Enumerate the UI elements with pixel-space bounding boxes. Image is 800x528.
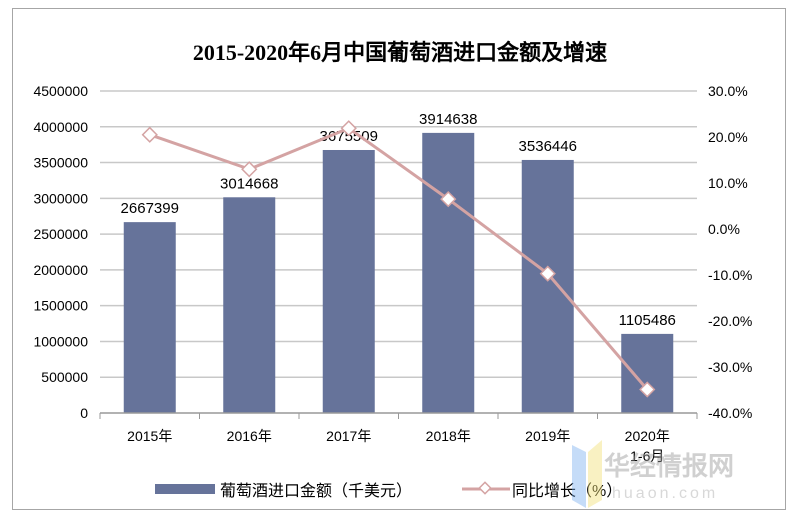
y-right-tick-label: -30.0%: [708, 359, 752, 375]
y-right-tick-label: 30.0%: [708, 83, 748, 99]
bar-data-label: 3914638: [419, 111, 477, 128]
x-tick-label: 1-6月: [630, 448, 664, 464]
growth-line: [149, 126, 649, 391]
y-right-tick-label: 20.0%: [708, 129, 748, 145]
y-right-tick-label: 10.0%: [708, 175, 748, 191]
bar: [123, 222, 176, 413]
y-left-tick-label: 4500000: [33, 83, 88, 99]
x-tick-label: 2020年: [625, 428, 670, 444]
y-left-tick-label: 4000000: [33, 119, 88, 135]
growth-point: [639, 381, 656, 398]
chart-frame: [12, 8, 786, 510]
y-left-tick-label: 2500000: [33, 226, 88, 242]
growth-point: [539, 265, 556, 282]
y-right-tick-label: -20.0%: [708, 313, 752, 329]
y-right-tick-label: 0.0%: [708, 221, 740, 237]
x-tick-label: 2016年: [227, 428, 272, 444]
bar: [621, 333, 674, 413]
bar-data-label: 1105486: [619, 312, 676, 329]
y-left-tick-label: 1500000: [33, 298, 88, 314]
growth-point: [340, 120, 357, 137]
growth-point: [440, 190, 457, 208]
chart-title: 2015-2020年6月中国葡萄酒进口金额及增速: [193, 40, 607, 65]
x-tick-label: 2019年: [525, 428, 570, 444]
y-right-tick-label: -40.0%: [708, 405, 752, 421]
bar-data-label: 3675509: [320, 128, 378, 145]
y-left-tick-label: 1000000: [33, 333, 88, 349]
growth-point: [241, 161, 258, 178]
bar: [223, 197, 276, 413]
growth-point: [141, 126, 158, 143]
y-right-tick-label: -10.0%: [708, 267, 752, 283]
bar-data-label: 3014668: [220, 175, 278, 192]
x-tick-label: 2018年: [426, 428, 471, 444]
legend-bar-swatch: [155, 484, 215, 494]
x-tick-label: 2015年: [127, 428, 172, 444]
legend-line-marker: [478, 481, 492, 495]
svg-text:华经情报网: 华经情报网: [604, 451, 734, 481]
y-left-tick-label: 3500000: [33, 155, 88, 171]
bar: [422, 132, 475, 413]
y-left-tick-label: 500000: [41, 369, 88, 385]
bar: [521, 159, 574, 413]
y-left-tick-label: 2000000: [33, 262, 88, 278]
bar-data-label: 3536446: [519, 138, 577, 155]
legend-bar-label: 葡萄酒进口金额（千美元）: [220, 482, 412, 500]
y-left-tick-label: 0: [80, 405, 88, 421]
y-left-tick-label: 3000000: [33, 190, 88, 206]
watermark-logo: 华经情报网 huaon.com: [572, 440, 734, 508]
legend-line-label: 同比增长（%）: [512, 482, 622, 500]
x-tick-label: 2017年: [326, 428, 371, 444]
bar: [322, 149, 375, 413]
bar-data-label: 2667399: [121, 200, 179, 217]
svg-text:huaon.com: huaon.com: [612, 485, 718, 502]
